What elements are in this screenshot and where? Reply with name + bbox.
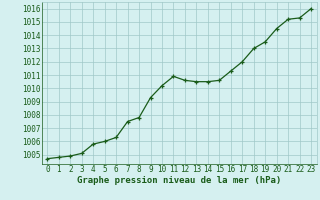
X-axis label: Graphe pression niveau de la mer (hPa): Graphe pression niveau de la mer (hPa) [77,176,281,185]
